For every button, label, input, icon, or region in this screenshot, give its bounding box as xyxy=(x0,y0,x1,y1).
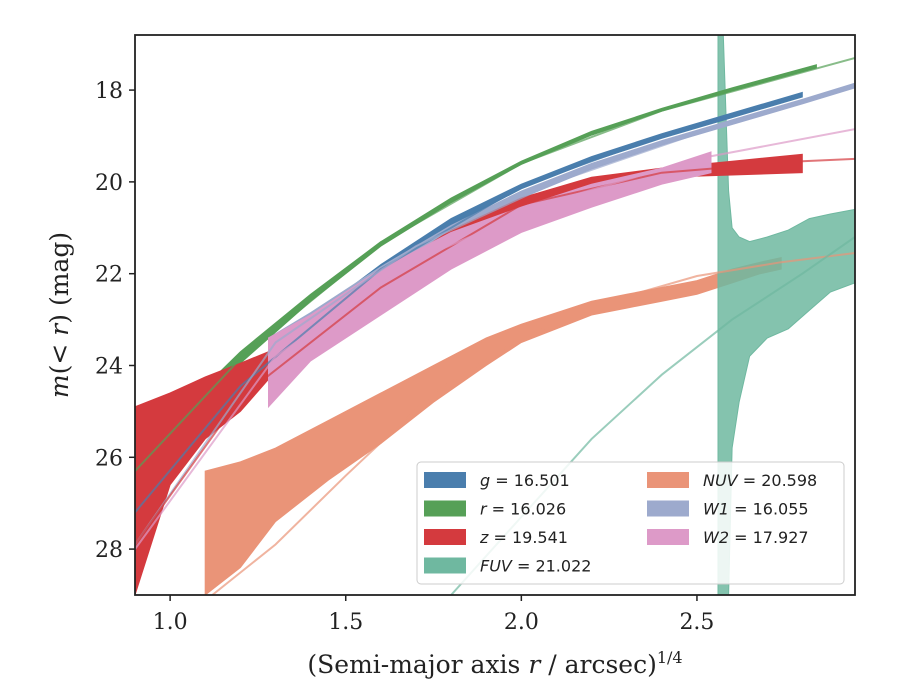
x-tick-label: 2.0 xyxy=(504,610,539,635)
legend-label-g: g = 16.501 xyxy=(480,471,570,490)
y-tick-label: 18 xyxy=(95,79,123,104)
legend-label-nuv: NUV = 20.598 xyxy=(703,471,817,490)
model-line-g xyxy=(135,93,803,514)
band-w2 xyxy=(268,151,712,409)
y-tick-label: 28 xyxy=(95,538,123,563)
legend-label-fuv: FUV = 21.022 xyxy=(480,557,591,576)
legend-swatch-w2 xyxy=(647,529,689,545)
y-axis-ticks: 18 20 22 24 26 28 xyxy=(95,79,135,563)
model-lines xyxy=(135,57,855,595)
legend-label-z: z = 19.541 xyxy=(479,528,568,547)
legend-label-r: r = 16.026 xyxy=(480,500,566,519)
legend-swatch-r xyxy=(424,500,466,517)
model-line-nuv xyxy=(211,252,855,595)
y-tick-label: 24 xyxy=(95,354,123,379)
model-line-w2 xyxy=(135,128,855,550)
legend-swatch-fuv xyxy=(424,557,466,574)
band-fuv xyxy=(717,35,855,595)
y-tick-label: 20 xyxy=(95,171,123,196)
model-line-z xyxy=(135,157,855,546)
x-axis-label: (Semi-major axis r / arcsec)1/4 xyxy=(307,648,682,679)
legend-swatch-z xyxy=(424,529,466,545)
y-tick-label: 26 xyxy=(95,446,123,471)
legend: g = 16.501 r = 16.026 z = 19.541 FUV = 21.0… xyxy=(416,461,845,585)
x-tick-label: 1.5 xyxy=(328,610,363,635)
model-line-r xyxy=(135,57,855,472)
x-tick-label: 1.0 xyxy=(153,610,188,635)
x-tick-label: 2.5 xyxy=(679,610,714,635)
y-tick-label: 22 xyxy=(95,263,123,288)
legend-swatch-nuv xyxy=(647,472,689,488)
legend-swatch-g xyxy=(424,472,466,488)
legend-swatch-w1 xyxy=(647,500,689,517)
legend-label-w2: W2 = 17.927 xyxy=(703,528,809,547)
legend-frame xyxy=(416,461,845,585)
plot-frame xyxy=(134,34,856,596)
legend-label-w1: W1 = 16.055 xyxy=(703,500,809,519)
x-axis-ticks: 1.0 1.5 2.0 2.5 xyxy=(153,595,714,635)
model-line-w1 xyxy=(135,84,855,546)
y-axis-label: m(< r) (mag) xyxy=(45,232,74,398)
